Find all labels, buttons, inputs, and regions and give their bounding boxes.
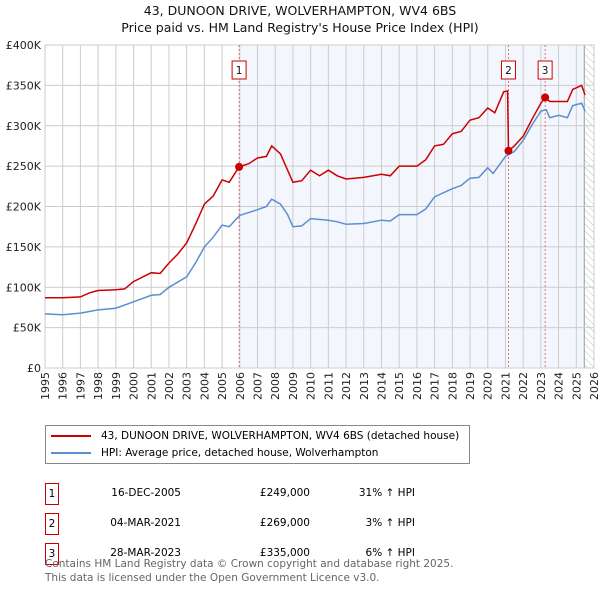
x-tick-label: 2006 (234, 372, 247, 400)
sale-hpi-diff: 6% ↑ HPI (365, 547, 415, 559)
x-tick-label: 2011 (322, 372, 335, 400)
x-tick-label: 2022 (517, 372, 530, 400)
x-tick-label: 1997 (74, 372, 87, 400)
legend-label-property: 43, DUNOON DRIVE, WOLVERHAMPTON, WV4 6BS… (101, 430, 460, 442)
y-tick-label: £400K (6, 39, 42, 52)
legend-swatch-blue (51, 452, 91, 454)
x-tick-label: 1999 (110, 372, 123, 400)
sale-row: 2 04-MAR-2021 £269,000 3% ↑ HPI (45, 513, 465, 535)
x-tick-label: 2003 (181, 372, 194, 400)
sale-row: 1 16-DEC-2005 £249,000 31% ↑ HPI (45, 483, 465, 505)
sale-marker-label: 3 (45, 543, 59, 565)
x-tick-label: 2025 (570, 372, 583, 400)
x-tick-label: 2018 (446, 372, 459, 400)
property-price-line (45, 84, 586, 299)
x-tick-label: 2019 (464, 372, 477, 400)
sale-price: £335,000 (259, 547, 310, 559)
sale-row: 3 28-MAR-2023 £335,000 6% ↑ HPI (45, 543, 465, 565)
legend-item-hpi: HPI: Average price, detached house, Wolv… (51, 445, 378, 461)
x-tick-label: 2026 (588, 372, 600, 400)
x-tick-label: 2013 (358, 372, 371, 400)
y-tick-label: £0 (27, 362, 41, 375)
legend-item-property: 43, DUNOON DRIVE, WOLVERHAMPTON, WV4 6BS… (51, 428, 459, 444)
sale-point (235, 162, 244, 171)
x-tick-label: 1995 (39, 372, 52, 400)
chart-subtitle: Price paid vs. HM Land Registry's House … (121, 20, 479, 35)
y-tick-label: £50K (13, 322, 42, 335)
sale-label-box (537, 60, 553, 80)
x-tick-label: 2009 (287, 372, 300, 400)
x-tick-label: 2004 (198, 372, 211, 400)
x-tick-label: 2024 (553, 372, 566, 400)
y-tick-label: £200K (6, 201, 42, 214)
hpi-line (44, 102, 586, 316)
sale-label: 1 (236, 65, 243, 77)
sale-price: £249,000 (259, 487, 310, 499)
x-tick-label: 2012 (340, 372, 353, 400)
x-tick-label: 2002 (163, 372, 176, 400)
x-tick-label: 2010 (305, 372, 318, 400)
sale-hpi-diff: 31% ↑ HPI (358, 487, 415, 499)
legend-swatch-red (51, 435, 91, 437)
sale-label-box (231, 60, 247, 80)
footer-licence: This data is licensed under the Open Gov… (45, 572, 380, 584)
x-tick-label: 2001 (145, 372, 158, 400)
sale-marker-label: 1 (45, 483, 59, 505)
chart-title: 43, DUNOON DRIVE, WOLVERHAMPTON, WV4 6BS (143, 3, 457, 18)
sale-label: 3 (542, 65, 549, 77)
footer-copyright: Contains HM Land Registry data © Crown c… (45, 558, 454, 570)
sale-date: 16-DEC-2005 (111, 487, 181, 499)
x-tick-label: 2000 (128, 372, 141, 400)
x-tick-label: 1998 (92, 372, 105, 400)
y-tick-label: £150K (6, 241, 42, 254)
x-tick-label: 2005 (216, 372, 229, 400)
sale-point (504, 146, 513, 155)
x-tick-label: 2021 (499, 372, 512, 400)
legend: 43, DUNOON DRIVE, WOLVERHAMPTON, WV4 6BS… (45, 425, 470, 464)
y-tick-label: £100K (6, 281, 42, 294)
legend-label-hpi: HPI: Average price, detached house, Wolv… (101, 447, 379, 459)
x-tick-label: 2014 (375, 372, 388, 400)
x-tick-label: 2017 (429, 372, 442, 400)
y-tick-label: £350K (6, 79, 42, 92)
y-tick-label: £300K (6, 120, 42, 133)
sale-label: 2 (505, 65, 512, 77)
plot-border (44, 44, 595, 369)
sale-label-box (500, 60, 516, 80)
sale-price: £269,000 (259, 517, 310, 529)
x-tick-label: 2020 (482, 372, 495, 400)
x-tick-label: 2007 (252, 372, 265, 400)
price-chart: £0 £50K £100K £150K £200K £250K £300K £350K £400… (6, 39, 600, 400)
x-tick-label: 1996 (57, 372, 70, 400)
y-tick-label: £250K (6, 160, 42, 173)
sale-hpi-diff: 3% ↑ HPI (365, 517, 415, 529)
x-tick-label: 2015 (393, 372, 406, 400)
x-tick-label: 2023 (535, 372, 548, 400)
sale-marker-label: 2 (45, 513, 59, 535)
sale-date: 28-MAR-2023 (110, 547, 181, 559)
x-tick-label: 2008 (269, 372, 282, 400)
sale-date: 04-MAR-2021 (110, 517, 181, 529)
x-tick-label: 2016 (411, 372, 424, 400)
sale-point (541, 93, 550, 102)
